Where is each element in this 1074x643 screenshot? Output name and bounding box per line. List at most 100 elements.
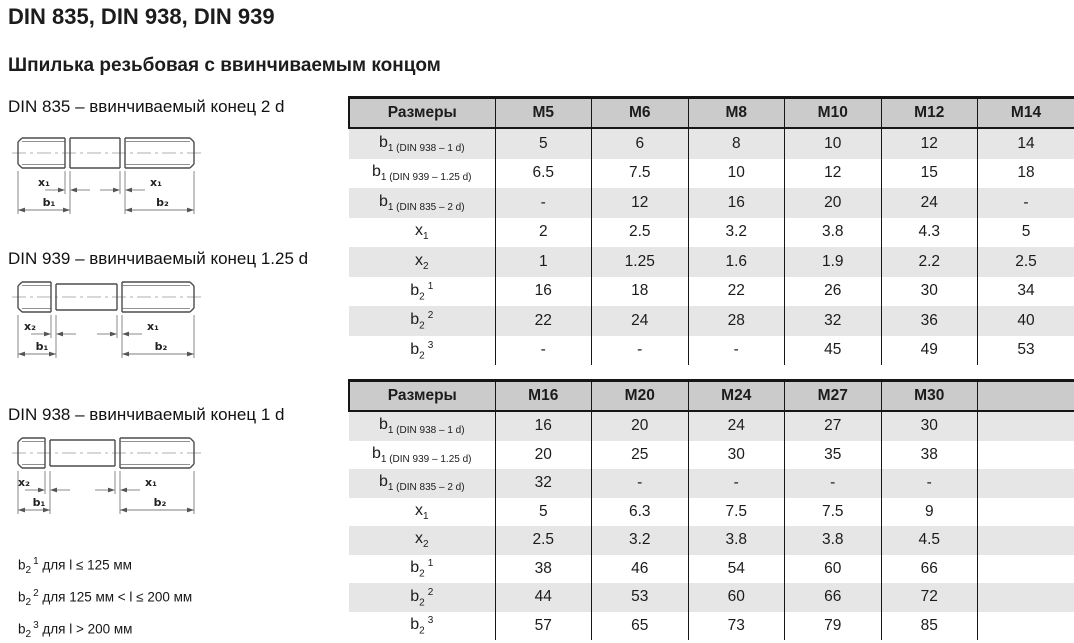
value-cell: [977, 469, 1074, 498]
value-cell: 57: [495, 611, 592, 640]
din835-stud-drawing: x₁ x₁ b₁ b₂: [12, 137, 202, 214]
table-row: x1 2 2.5 3.2 3.8 4.3 5: [349, 217, 1074, 247]
row-label: b23: [349, 335, 496, 365]
value-cell: 1: [495, 247, 592, 277]
column-header: M10: [784, 96, 882, 129]
value-cell: 49: [881, 335, 978, 365]
row-label: b21: [349, 554, 496, 583]
drawing-caption-din938: DIN 938 – ввинчиваемый конец 1 d: [8, 405, 285, 424]
page-title: DIN 835, DIN 938, DIN 939: [8, 4, 275, 29]
row-label: x1: [349, 217, 496, 247]
value-cell: 46: [591, 554, 689, 583]
footnote-b2-3: b23 для l > 200 мм: [18, 620, 133, 641]
left-panel: DIN 835, DIN 938, DIN 939 Шпилька резьбо…: [8, 0, 441, 643]
value-cell: 73: [688, 611, 785, 640]
row-label: x2: [349, 526, 496, 555]
row-label: b1 (DIN 835 – 2 d): [349, 188, 496, 218]
row-label: b1 (DIN 939 – 1.25 d): [349, 158, 496, 188]
value-cell: 2.2: [881, 247, 978, 277]
value-cell: 14: [977, 128, 1074, 159]
value-cell: 3.2: [688, 217, 785, 247]
value-cell: 66: [784, 583, 882, 612]
drawing-caption-din835: DIN 835 – ввинчиваемый конец 2 d: [8, 97, 285, 116]
value-cell: 45: [784, 335, 882, 365]
table-row: b23 57 65 73 79 85: [349, 611, 1074, 640]
value-cell: 18: [1017, 164, 1035, 182]
value-cell: 40: [977, 306, 1074, 336]
column-header: M27: [784, 379, 882, 412]
value-cell: 7.5: [784, 497, 882, 526]
row-label: b21: [349, 276, 496, 306]
value-cell: 16: [495, 411, 592, 441]
value-cell: 60: [688, 583, 785, 612]
value-cell: -: [591, 335, 689, 365]
value-cell: 18: [591, 276, 689, 306]
value-cell: 15: [881, 158, 978, 188]
value-cell: 24: [591, 306, 689, 336]
value-cell: [977, 583, 1074, 612]
row-label: x2: [349, 247, 496, 277]
table-row: b22 44 53 60 66 72: [349, 583, 1074, 612]
value-cell: 6: [591, 128, 689, 159]
tables-panel: Размеры M5 M6 M8 M10 M12 M14 b1 (DIN 938 – 1 d)…: [348, 0, 1074, 643]
value-cell: 79: [784, 611, 882, 640]
row-label: b1 (DIN 835 – 2 d): [349, 469, 496, 498]
table-row: x2 2.5 3.2 3.8 3.8 4.5: [349, 526, 1074, 555]
value-cell: 2: [495, 217, 592, 247]
value-cell: 32: [784, 306, 882, 336]
value-cell: 7.5: [591, 158, 689, 188]
value-cell: 6.3: [591, 497, 689, 526]
value-cell: 30: [881, 276, 978, 306]
value-cell: 32: [495, 469, 592, 498]
column-header: M30: [881, 379, 978, 412]
value-cell: 30: [688, 440, 785, 469]
value-cell: 20: [784, 188, 882, 218]
dim-label-b1: b₁: [36, 340, 49, 353]
value-cell: 66: [881, 554, 978, 583]
value-cell: 1.9: [784, 247, 882, 277]
row-label: x1: [349, 497, 496, 526]
value-cell: 2.5: [495, 526, 592, 555]
value-cell: 38: [881, 440, 978, 469]
value-cell: 24: [688, 411, 785, 441]
value-cell: 12: [591, 188, 689, 218]
dim-label-left-x: x₂: [18, 476, 30, 489]
column-header: M24: [688, 379, 785, 412]
dim-label-left-x: x₁: [38, 176, 50, 189]
value-cell: 20: [495, 440, 592, 469]
row-label: b23: [349, 611, 496, 640]
value-cell: 2.5: [977, 247, 1074, 277]
column-header: M5: [495, 96, 592, 129]
table-row: b1 (DIN 939 – 1.25 d) 20 25 30 35 38: [349, 440, 1074, 469]
row-label: b22: [349, 583, 496, 612]
value-cell: -: [881, 469, 978, 498]
value-cell: -: [495, 188, 592, 218]
dim-label-b1: b₁: [33, 496, 46, 509]
value-cell: 54: [688, 554, 785, 583]
value-cell: -: [688, 469, 785, 498]
din939-stud-drawing: x₂ x₁ b₁ b₂: [12, 281, 202, 358]
table-row: b1 (DIN 835 – 2 d) -12 16 20 24-: [349, 188, 1074, 218]
table-row: b1 (DIN 835 – 2 d) 32- - - -: [349, 469, 1074, 498]
value-cell: 4.5: [881, 526, 978, 555]
table-row: b22 22 24 28 32 36 40: [349, 306, 1074, 336]
value-cell: 10: [688, 158, 785, 188]
dim-label-right-x: x₁: [150, 176, 162, 189]
value-cell: [978, 498, 1074, 527]
value-cell: 22: [688, 276, 785, 306]
value-cell: 34: [1017, 282, 1035, 300]
header-row: Размеры M16 M20 M24 M27 M30: [348, 379, 1074, 412]
value-cell: 16: [495, 276, 592, 306]
drawing-caption-din939: DIN 939 – ввинчиваемый конец 1.25 d: [8, 249, 309, 268]
value-cell: 5: [495, 128, 592, 159]
value-cell: 8: [688, 128, 785, 159]
value-cell: 53: [1017, 341, 1035, 359]
value-cell: 60: [784, 554, 882, 583]
value-cell: 53: [591, 583, 689, 612]
value-cell: -: [495, 335, 592, 365]
header-row: Размеры M5 M6 M8 M10 M12 M14: [348, 96, 1074, 129]
column-header: M8: [688, 96, 785, 129]
value-cell: 3.2: [591, 526, 689, 555]
value-cell: 10: [784, 128, 882, 159]
